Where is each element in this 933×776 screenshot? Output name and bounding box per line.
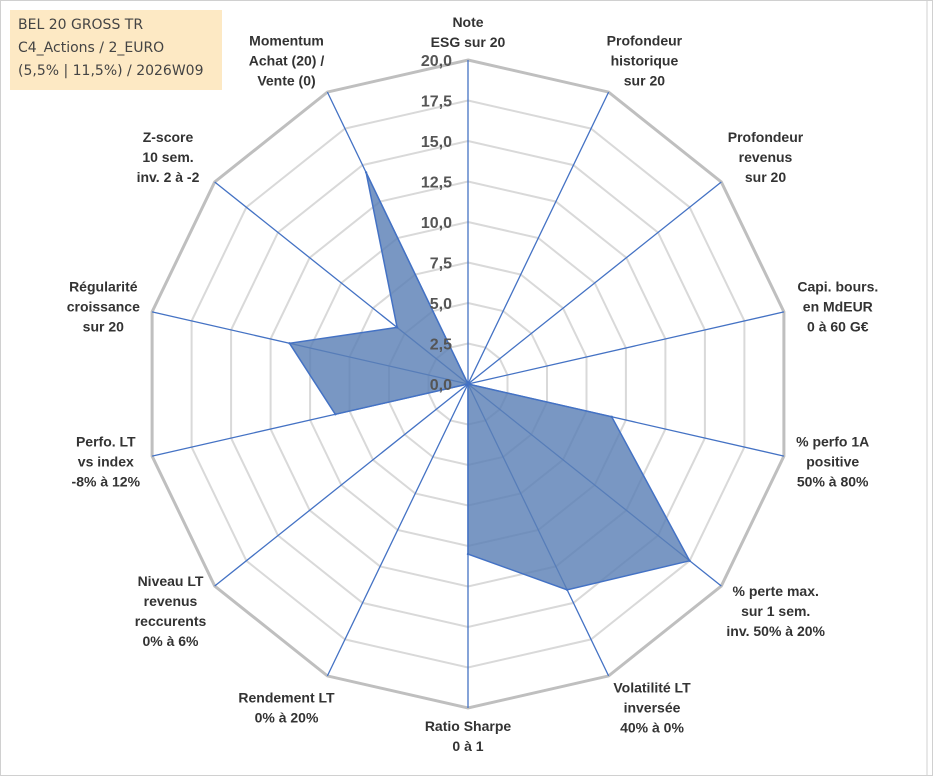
- title-line-1: BEL 20 GROSS TR: [18, 17, 144, 33]
- data-point: [395, 326, 399, 329]
- axis-label: Capi. bours. en MdEUR 0 à 60 G€: [797, 279, 878, 335]
- axis-label: Volatilité LT inversée 40% à 0%: [613, 680, 691, 736]
- axis-label-line: Niveau LT: [138, 573, 204, 589]
- axis-label-line: Z-score: [143, 129, 194, 145]
- axis-label-line: -8% à 12%: [72, 473, 141, 489]
- tick-label: 12,5: [421, 175, 452, 192]
- axis-label-line: 50% à 80%: [797, 473, 869, 489]
- axis-label-line: Ratio Sharpe: [425, 718, 512, 734]
- axis-label: Niveau LT revenus reccurents 0% à 6%: [135, 573, 207, 649]
- axis-spoke: [467, 181, 722, 385]
- axis-label: Note ESG sur 20: [431, 14, 506, 50]
- axis-label-line: Vente (0): [257, 73, 315, 89]
- title-box: BEL 20 GROSS TR C4_Actions / 2_EURO (5,5…: [10, 10, 222, 90]
- axis-label-line: positive: [806, 453, 859, 469]
- axis-label-line: sur 20: [745, 169, 786, 185]
- axis-label-line: sur 1 sem.: [741, 603, 810, 619]
- axis-label-line: 0 à 60 G€: [807, 319, 869, 335]
- axis-label-line: Profondeur: [728, 129, 804, 145]
- axis-label-line: % perfo 1A: [796, 433, 869, 449]
- axis-label-line: Rendement LT: [238, 690, 335, 706]
- axis-label-line: historique: [611, 53, 679, 69]
- axis-label-line: revenus: [144, 593, 198, 609]
- axis-label: Profondeur revenus sur 20: [728, 129, 804, 185]
- axis-label-line: 0% à 20%: [255, 710, 319, 726]
- tick-label: 10,0: [421, 215, 452, 232]
- tick-label: 2,5: [430, 337, 452, 354]
- label-layer: Note ESG sur 20 Profondeur historique sur 20…: [67, 14, 879, 754]
- title-line-2: C4_Actions / 2_EURO: [18, 40, 165, 56]
- axis-spoke: [214, 383, 469, 587]
- series-area: [288, 172, 691, 591]
- data-point: [565, 588, 569, 591]
- axis-label-line: Volatilité LT: [613, 680, 691, 696]
- axis-label-line: reccurents: [135, 613, 207, 629]
- axis-label: Ratio Sharpe 0 à 1: [425, 718, 512, 754]
- axis-label-line: inv. 50% à 20%: [726, 623, 825, 639]
- axis-label-line: 0 à 1: [452, 738, 483, 754]
- data-point: [334, 413, 337, 416]
- axis-spoke: [467, 91, 610, 385]
- axis-label-line: 10 sem.: [142, 149, 193, 165]
- axis-label: Momentum Achat (20) / Vente (0): [249, 33, 325, 89]
- axis-label-line: ESG sur 20: [431, 34, 506, 50]
- tick-layer: 0,0 2,5 5,0 7,5 10,0 12,5 15,0 17,5 20,0: [421, 53, 452, 394]
- axis-label-line: % perte max.: [733, 583, 819, 599]
- axis-label-line: Note: [452, 14, 483, 30]
- data-point: [688, 559, 691, 562]
- title-line-3: (5,5% | 11,5%) / 2026W09: [18, 63, 204, 79]
- tick-label: 7,5: [430, 256, 452, 273]
- tick-label: 15,0: [421, 134, 452, 151]
- axis-label-line: Régularité: [69, 279, 138, 295]
- axis-label-line: Capi. bours.: [797, 279, 878, 295]
- tick-label: 17,5: [421, 94, 452, 111]
- axis-label-line: en MdEUR: [803, 299, 873, 315]
- data-point: [364, 171, 368, 174]
- axis-label: Profondeur historique sur 20: [607, 33, 683, 89]
- tick-label: 20,0: [421, 53, 452, 70]
- axis-label: % perfo 1A positive 50% à 80%: [796, 433, 869, 489]
- axis-label-line: inv. 2 à -2: [137, 169, 200, 185]
- axis-label-line: Achat (20) /: [249, 53, 325, 69]
- series-layer: [288, 171, 691, 591]
- axis-label-line: 40% à 0%: [620, 720, 684, 736]
- tick-label: 0,0: [430, 377, 452, 394]
- tick-label: 5,0: [430, 296, 452, 313]
- axis-label: % perte max. sur 1 sem. inv. 50% à 20%: [726, 583, 825, 639]
- data-point: [466, 552, 470, 556]
- axis-label: Régularité croissance sur 20: [67, 279, 140, 335]
- data-point: [466, 382, 470, 386]
- axis-label-line: Momentum: [249, 33, 324, 49]
- axis-label-line: sur 20: [624, 73, 665, 89]
- axis-label-line: inversée: [624, 700, 681, 716]
- axis-label-line: vs index: [78, 453, 134, 469]
- axis-label: Rendement LT 0% à 20%: [238, 690, 335, 726]
- right-edge-ticks: [926, 0, 928, 776]
- data-point: [610, 415, 613, 418]
- axis-label-line: Perfo. LT: [76, 433, 136, 449]
- data-point: [288, 342, 291, 345]
- axis-label-line: croissance: [67, 299, 140, 315]
- axis-label: Z-score 10 sem. inv. 2 à -2: [137, 129, 200, 185]
- axis-label-line: 0% à 6%: [142, 633, 199, 649]
- axis-label: Perfo. LT vs index -8% à 12%: [72, 433, 141, 489]
- axis-label-line: revenus: [739, 149, 793, 165]
- axis-label-line: sur 20: [83, 319, 124, 335]
- axis-spoke: [326, 383, 469, 677]
- axis-spoke: [467, 311, 785, 385]
- axis-label-line: Profondeur: [607, 33, 683, 49]
